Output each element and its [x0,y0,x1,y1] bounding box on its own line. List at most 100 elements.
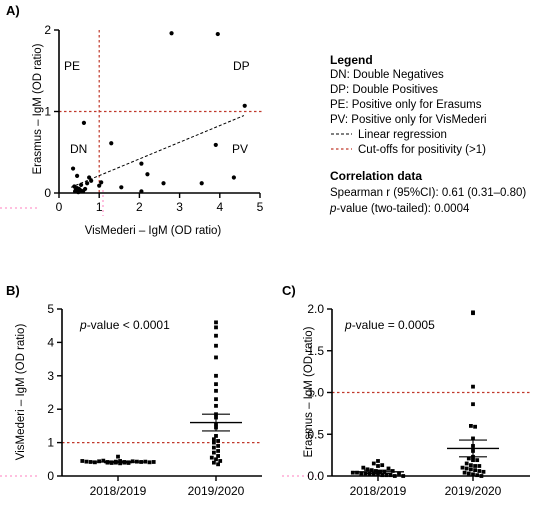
panel-c-ticks: 0.0 0.5 1.0 1.5 2.0 2018/2019 2019/2020 [307,302,501,498]
panel-b-x-tick-label: 2019/2020 [188,484,245,498]
panel-c-point [471,311,475,316]
panel-b-point [101,458,106,463]
panel-c-point [464,466,469,471]
panel-b-point [84,459,89,464]
panel-label-a: A) [6,3,20,18]
panel-c-y-tick-label: 1.5 [307,344,324,358]
panel-c-point [466,456,471,461]
panel-a-point [215,31,220,37]
panel-c-point [473,464,477,468]
panel-c-point [397,471,401,476]
legend: Legend DN: Double Negatives DP: Double P… [329,53,526,215]
panel-c-point [477,469,482,473]
panel-b-point [116,454,120,459]
panel-c-point [376,472,380,477]
panel-c-point [384,473,389,478]
panel-a-point [87,175,92,180]
panel-b-point [214,397,218,402]
quadrant-label-dp: DP [233,59,250,73]
panel-c-point [464,461,469,466]
panel-c-point [477,464,482,468]
panel-b-x-tick-label: 2018/2019 [90,484,147,498]
panel-b-point [216,439,220,443]
panel-c-y-tick-label: 0.0 [307,469,324,483]
panel-a-x-tick-label: 1 [96,200,103,214]
panel-b-point [130,459,135,464]
panel-c-point [380,473,385,478]
panel-b-y-tick-label: 2 [47,402,54,416]
legend-item-dp: DP: Double Positives [330,84,438,96]
panel-b-ticks: 0 1 2 3 4 5 2018/2019 2019/2020 [47,302,244,498]
panel-b-point [212,460,216,465]
panel-c-point [481,469,486,474]
panel-b-p-value: p-value < 0.0001 [79,318,170,332]
panel-c-points [350,310,499,478]
panel-b-point [216,444,220,448]
panel-c-point [462,470,467,475]
panel-c-x-tick-label: 2019/2020 [445,484,502,498]
panel-c-point [374,469,378,473]
panel-c-point [350,470,355,475]
panel-b-point [214,333,218,338]
panel-c-x-tick-label: 2018/2019 [350,484,407,498]
panel-b-point [151,460,156,464]
panel-a-ticks: 0 1 2 3 4 5 0 1 2 [44,23,263,214]
panel-c-point [460,465,465,470]
panel-b-point [212,445,216,450]
panel-b-points [80,320,242,467]
panel-b-point [214,434,218,438]
panel-a-point [89,178,94,183]
panel-b-point [214,382,218,387]
panel-c-p-value: p-value = 0.0005 [344,318,435,332]
panel-b-p-text: -value < 0.0001 [87,318,170,332]
panel-a-point [109,141,114,146]
panel-c-point [365,467,370,472]
panel-a-regression-line [70,115,245,188]
panel-b-point [214,388,218,393]
panel-a-point [169,31,174,36]
panel-a-y-tick-label: 2 [44,23,51,37]
quadrant-label-dn: DN [70,142,87,156]
panel-c-point [361,465,366,470]
panel-a-point [70,166,76,171]
panel-c-point [466,471,471,476]
panel-a-point [97,183,102,188]
panel-a-x-tick-label: 2 [136,200,143,214]
panel-a-x-tick-label: 4 [216,200,223,214]
panel-b-y-label: VisMederi – IgM (OD ratio) [15,324,27,461]
panel-b-point [80,459,85,463]
panel-a-point [213,142,218,148]
panel-c-point [471,436,475,441]
panel-c-point [475,458,480,463]
panel-c-p-letter: p [344,318,352,332]
panel-c-p-text: -value = 0.0005 [352,318,435,332]
legend-regression-label: Linear regression [358,129,447,141]
panel-c-point [376,464,380,468]
panel-c-point [471,472,475,477]
panel-c-y-tick-label: 1.0 [307,386,324,400]
panel-c-point [388,473,393,478]
panel-b-point [214,325,218,330]
panel-b-point [216,462,220,467]
panel-b-point [118,461,122,466]
panel-b-y-tick-label: 3 [47,369,54,383]
panel-c-y-label: Erasmus – IgM (OD ratio) [303,326,315,457]
panel-b-y-tick-label: 5 [47,302,54,316]
panel-b-point [97,459,101,464]
panel-b-y-tick-label: 0 [47,469,54,483]
panel-c-point [380,463,385,468]
panel-a-points [70,31,247,195]
panel-a-point [231,175,236,180]
panel-c-point [469,424,473,428]
panel-b-point [214,403,218,408]
panel-c-point [471,384,475,389]
panel-b-point [216,449,220,453]
panel-c-point [473,424,477,429]
panel-b-point [143,459,148,464]
legend-title: Legend [330,53,373,67]
panel-b-point [218,459,223,463]
correlation-p-text: -value (two-tailed): 0.0004 [336,203,470,215]
panel-c-point [359,471,364,476]
panel-b-point [212,450,216,455]
